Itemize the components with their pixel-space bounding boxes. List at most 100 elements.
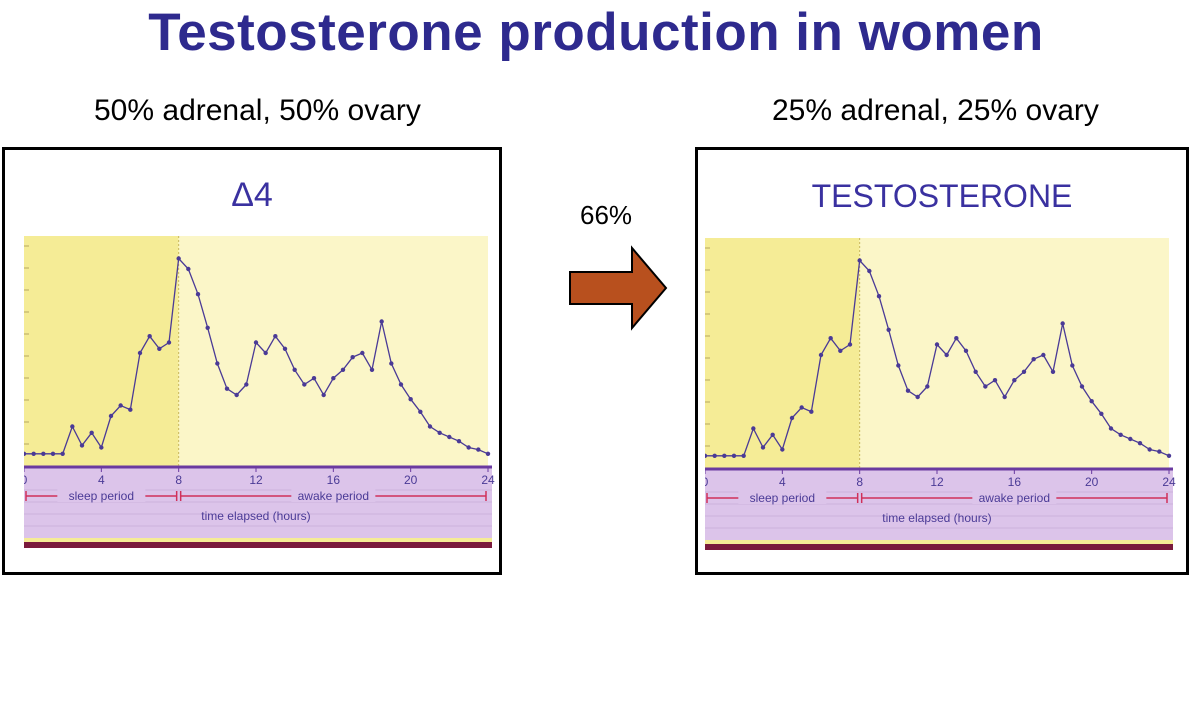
data-point xyxy=(418,409,423,414)
data-point xyxy=(1157,449,1162,454)
data-point xyxy=(331,376,336,381)
data-point xyxy=(176,256,181,261)
x-tick-label: 20 xyxy=(1085,475,1099,489)
data-point xyxy=(234,392,239,398)
data-point xyxy=(934,342,940,347)
testosterone-panel-label: TESTOSTERONE xyxy=(811,178,1073,214)
x-tick-label: 24 xyxy=(1162,475,1176,489)
data-point xyxy=(282,346,288,351)
sleep-period-band xyxy=(24,236,179,466)
data-point xyxy=(741,453,746,458)
data-point xyxy=(118,403,123,408)
data-point xyxy=(867,268,872,274)
conversion-percent-label: 66% xyxy=(580,200,633,230)
data-point xyxy=(379,319,384,324)
data-point xyxy=(108,413,114,419)
data-point xyxy=(41,451,46,456)
x-tick-label: 12 xyxy=(930,475,944,489)
data-point xyxy=(147,334,152,339)
axis-bottom-bar xyxy=(705,544,1173,550)
data-point xyxy=(244,382,249,387)
delta4-chart-panel: Δ4 0 4 8 12 16 20 24 sleep period awake period ti… xyxy=(2,147,502,575)
awake-label-bg xyxy=(972,490,1057,504)
data-point xyxy=(157,346,162,351)
data-point xyxy=(89,430,94,435)
right-subtitle: 25% adrenal, 25% ovary xyxy=(772,94,1099,127)
data-point xyxy=(712,453,717,458)
data-point xyxy=(60,451,65,456)
slide-title: Testosterone production in women xyxy=(148,3,1044,62)
axis-bottom-bar xyxy=(24,542,492,548)
data-point xyxy=(447,434,452,440)
x-tick-label: 24 xyxy=(481,473,495,487)
data-point xyxy=(1070,363,1075,368)
data-point xyxy=(722,453,727,458)
data-point xyxy=(1041,352,1046,358)
data-point xyxy=(340,367,346,372)
data-point xyxy=(973,369,978,374)
data-point xyxy=(886,327,891,332)
data-point xyxy=(263,350,268,356)
data-point xyxy=(915,394,920,400)
x-tick-label: 4 xyxy=(779,475,786,489)
data-point xyxy=(954,336,959,341)
awake-period-label: awake period xyxy=(298,489,369,503)
x-axis-title: time elapsed (hours) xyxy=(201,509,310,523)
delta4-panel-label: Δ4 xyxy=(231,176,273,214)
data-point xyxy=(925,384,930,389)
data-point xyxy=(751,426,756,431)
data-point xyxy=(205,325,210,330)
x-tick-label: 8 xyxy=(856,475,863,489)
data-point xyxy=(1166,453,1172,458)
data-point xyxy=(1118,432,1123,437)
sleep-label-bg xyxy=(57,488,146,502)
left-subtitle: 50% adrenal, 50% ovary xyxy=(94,94,421,127)
data-point xyxy=(369,367,375,372)
data-point xyxy=(857,258,862,263)
x-tick-label: 16 xyxy=(1008,475,1022,489)
delta4-chart: 0 4 8 12 16 20 24 sleep period awake period time … xyxy=(24,236,495,548)
sleep-label-bg xyxy=(738,490,827,504)
data-point xyxy=(79,443,85,448)
axis-band-trim xyxy=(705,540,1173,544)
data-point xyxy=(302,382,307,387)
sleep-period-band xyxy=(705,238,860,468)
data-point xyxy=(905,388,911,393)
data-point xyxy=(1108,426,1114,431)
data-point xyxy=(944,352,949,358)
data-point xyxy=(128,407,133,412)
data-point xyxy=(1002,394,1007,400)
testosterone-chart-panel: TESTOSTERONE 0 4 8 12 16 20 24 sleep period awak… xyxy=(695,147,1189,575)
x-tick-label: 8 xyxy=(175,473,182,487)
data-point xyxy=(70,424,75,429)
x-tick-label: 16 xyxy=(327,473,341,487)
x-tick-label: 12 xyxy=(249,473,263,487)
x-tick-label: 0 xyxy=(24,473,28,487)
data-point xyxy=(731,453,737,458)
data-point xyxy=(799,405,804,410)
sleep-period-label: sleep period xyxy=(750,491,815,505)
data-point xyxy=(408,397,413,402)
data-point xyxy=(31,451,36,456)
data-point xyxy=(485,451,491,456)
data-point xyxy=(186,266,191,272)
data-point xyxy=(1079,384,1085,389)
data-point xyxy=(273,334,278,339)
data-point xyxy=(838,348,843,353)
awake-period-label: awake period xyxy=(979,491,1050,505)
data-point xyxy=(321,392,326,398)
data-point xyxy=(847,342,853,347)
data-point xyxy=(99,445,104,450)
data-point xyxy=(770,432,775,437)
data-point xyxy=(1147,447,1152,452)
sleep-period-label: sleep period xyxy=(69,489,134,503)
data-point xyxy=(963,348,969,353)
data-point xyxy=(215,361,220,366)
data-point xyxy=(983,384,988,389)
data-point xyxy=(760,445,766,450)
data-point xyxy=(705,453,708,458)
data-point xyxy=(1031,357,1036,362)
awake-period-band xyxy=(178,236,488,466)
data-point xyxy=(350,355,355,360)
data-point xyxy=(456,439,462,444)
